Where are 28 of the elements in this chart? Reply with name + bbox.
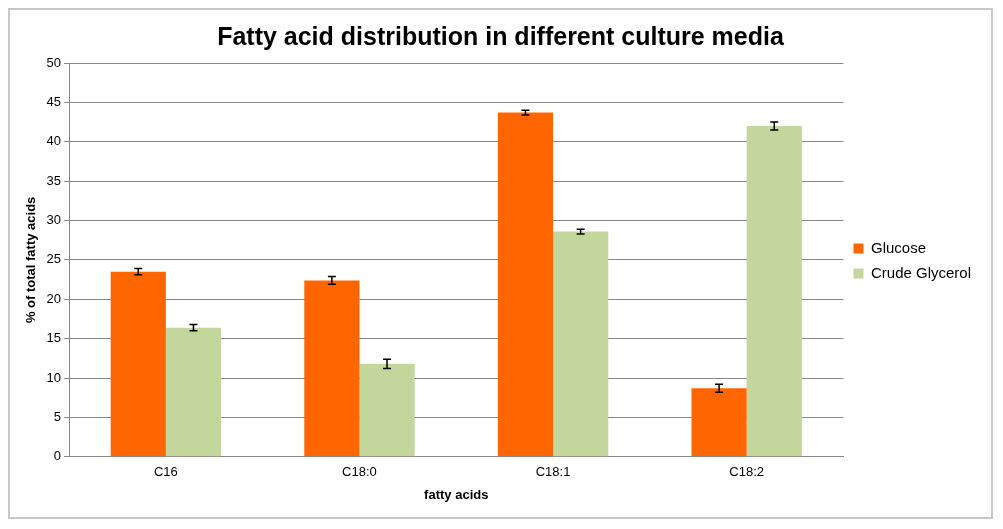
x-tick-label: C16	[153, 464, 178, 480]
x-tick-label: C18:2	[729, 464, 765, 480]
x-axis-title: fatty acids	[424, 486, 489, 502]
bar	[110, 271, 166, 457]
x-tick-label: C18:0	[342, 464, 377, 480]
y-tick-label: 0	[53, 448, 62, 464]
y-tick-label: 15	[46, 330, 62, 346]
y-tick-label: 50	[46, 54, 62, 70]
chart-title: Fatty acid distribution in different culture media	[217, 21, 785, 50]
y-tick-label: 5	[53, 409, 62, 424]
legend-label: Crude Glycerol	[870, 263, 972, 281]
bar	[691, 388, 747, 457]
y-axis-title: % of total fatty acids	[23, 196, 39, 324]
y-tick-label: 20	[46, 290, 62, 306]
y-tick-label: 45	[46, 93, 62, 109]
bar	[359, 363, 415, 457]
bar	[304, 280, 360, 457]
bar	[165, 327, 222, 457]
y-tick-label: 40	[46, 133, 62, 149]
y-tick-label: 30	[46, 212, 62, 228]
y-tick-label: 10	[46, 369, 62, 385]
legend-label: Glucose	[870, 238, 926, 256]
bar	[746, 126, 802, 457]
y-tick-label: 35	[46, 172, 62, 188]
bar	[553, 231, 609, 457]
x-tick-label: C18:1	[535, 464, 571, 480]
y-tick-label: 25	[46, 251, 62, 267]
bar	[497, 112, 554, 457]
